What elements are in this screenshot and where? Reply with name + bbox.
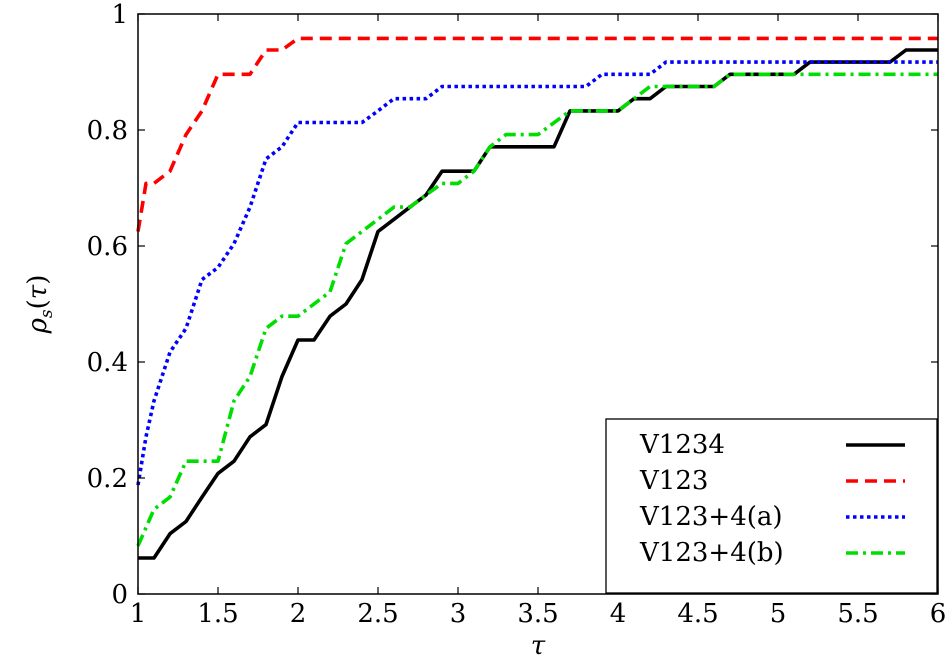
- y-tick-label: 0.4: [87, 348, 128, 378]
- y-tick-label: 0.2: [87, 464, 128, 494]
- legend-label-v123: V123: [639, 466, 708, 496]
- x-tick-label: 1.5: [197, 599, 238, 629]
- x-axis-label: τ: [531, 631, 546, 661]
- y-axis-label-tau: τ: [23, 284, 53, 299]
- y-axis-label-rho: ρ: [23, 317, 53, 334]
- x-tick-label: 3: [450, 599, 467, 629]
- x-tick-label: 3.5: [517, 599, 558, 629]
- y-axis-label-sub: s: [37, 309, 57, 318]
- x-tick-label: 6: [930, 599, 947, 629]
- x-tick-label: 4.5: [677, 599, 718, 629]
- series-line-v123-4-a: [136, 60, 938, 486]
- axis-ticks: 1 1.5 2 2.5 3 3.5 4 4.5 5 5.5 6 0 0.2 0.4 0.6 0.8 1: [87, 0, 947, 629]
- x-tick-label: 5: [770, 599, 787, 629]
- y-axis-label: ρs(τ): [23, 275, 57, 335]
- y-axis-label-arg: (: [23, 299, 53, 309]
- legend-label-v1234: V1234: [639, 430, 725, 460]
- x-tick-label: 5.5: [837, 599, 878, 629]
- x-tick-label: 2.5: [357, 599, 398, 629]
- y-axis-label-close: ): [23, 275, 53, 285]
- x-tick-label: 4: [610, 599, 627, 629]
- series-lines: [136, 36, 938, 560]
- legend-entries: V1234 V123 V123+4(a) V123+4(b): [639, 430, 905, 568]
- y-tick-label: 1: [111, 0, 128, 30]
- legend: V1234 V123 V123+4(a) V123+4(b): [605, 418, 938, 594]
- legend-label-v123-4-b: V123+4(b): [639, 538, 784, 568]
- y-tick-label: 0.6: [87, 232, 128, 262]
- x-tick-label: 2: [290, 599, 307, 629]
- y-tick-label: 0.8: [87, 116, 128, 146]
- x-tick-label: 1: [130, 599, 147, 629]
- legend-box: [605, 418, 938, 594]
- y-tick-label: 0: [111, 580, 128, 610]
- legend-label-v123-4-a: V123+4(a): [639, 502, 783, 532]
- series-line-v123-4-b: [136, 72, 938, 547]
